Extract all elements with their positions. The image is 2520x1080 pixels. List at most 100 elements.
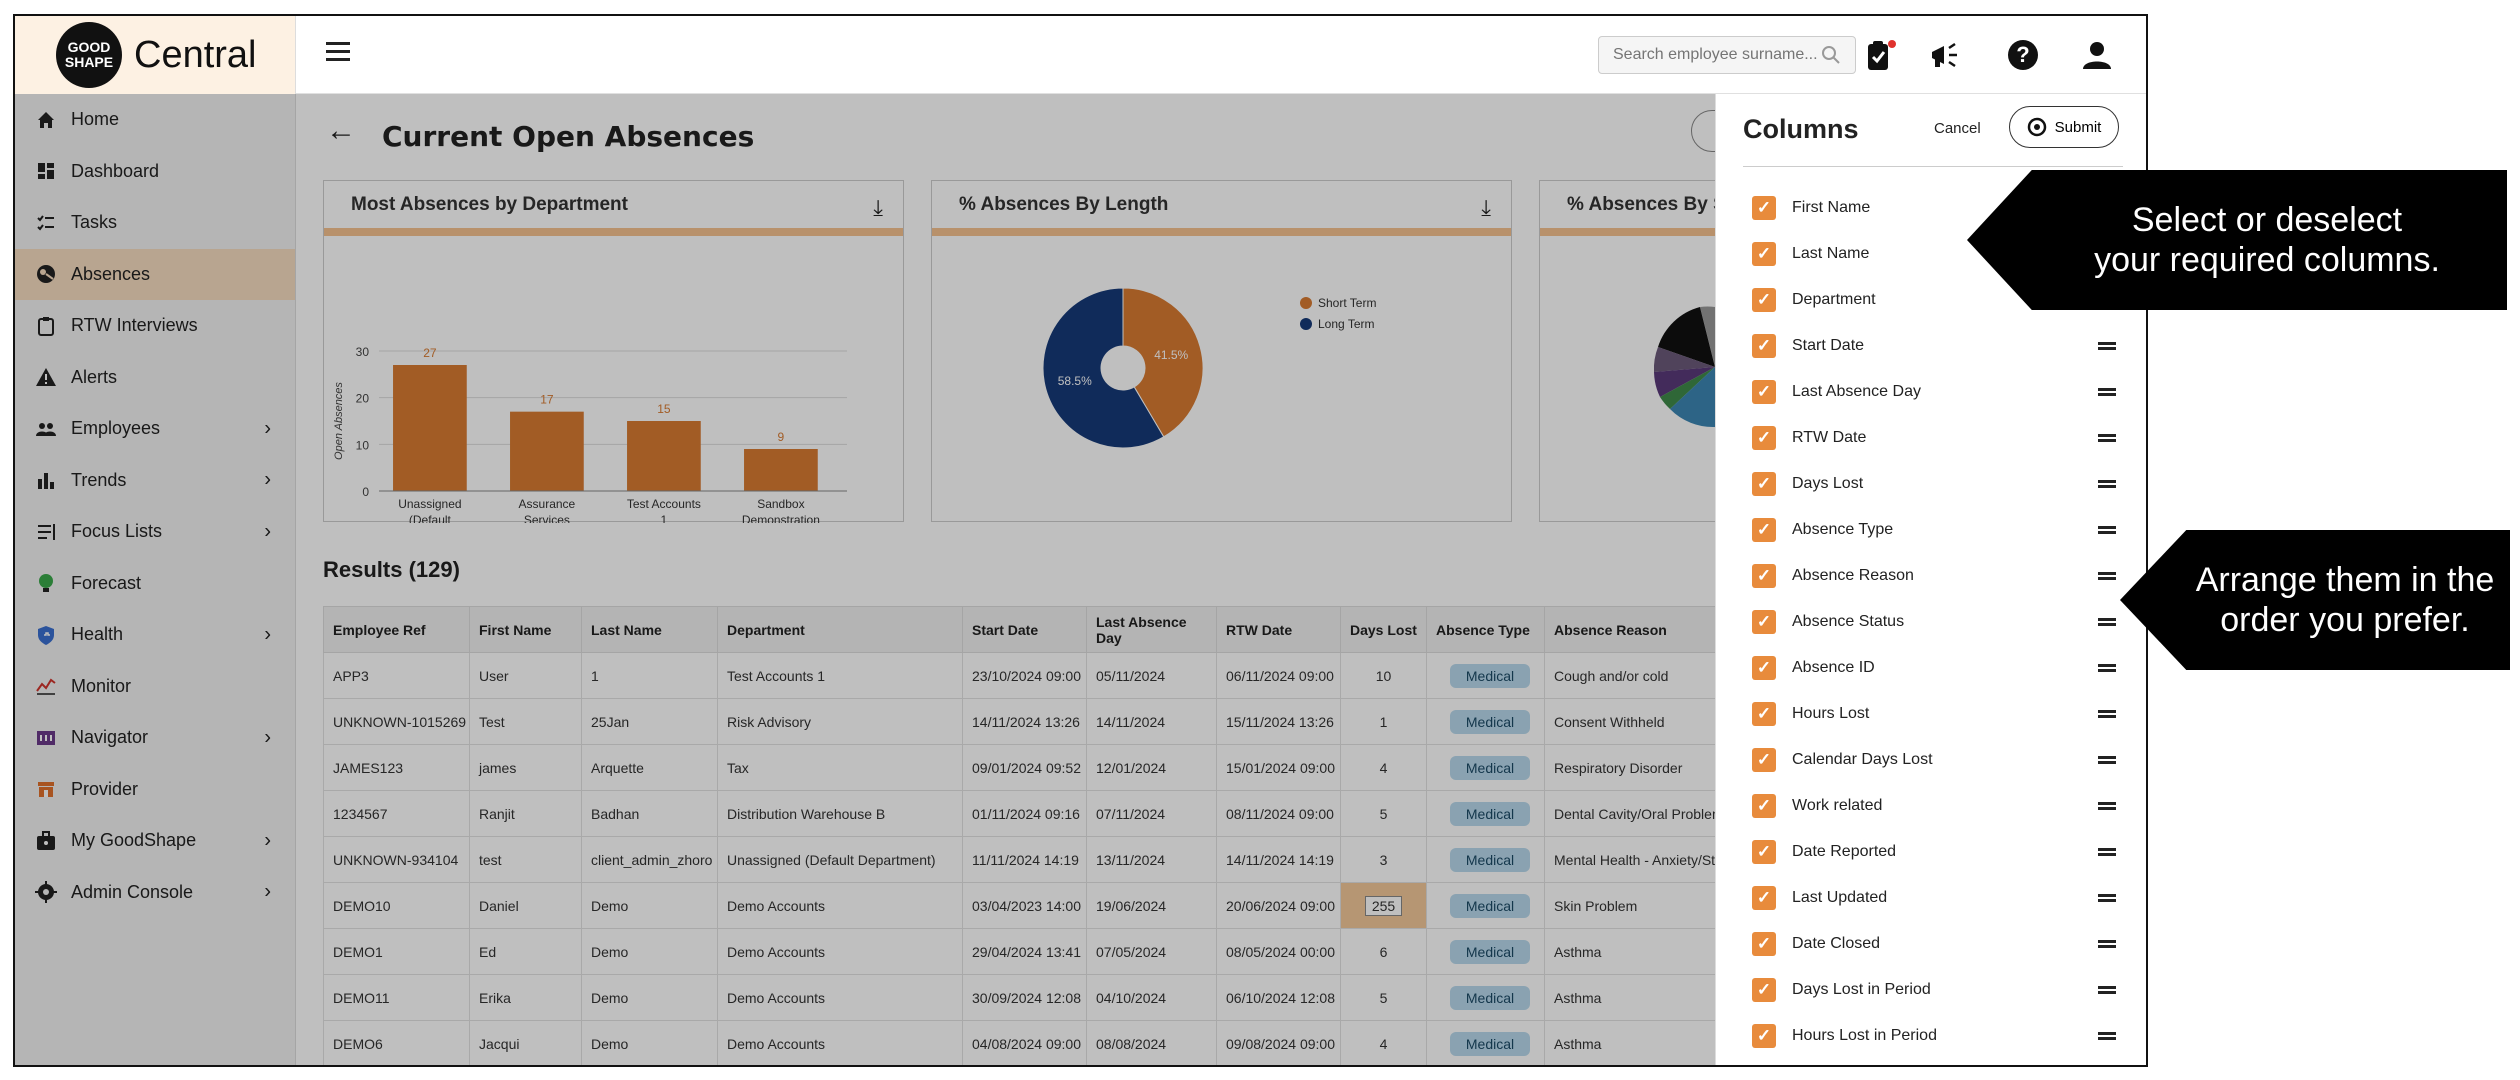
sidebar-item-dashboard[interactable]: Dashboard: [15, 146, 295, 198]
column-option[interactable]: ✓ RTW Date: [1752, 415, 2132, 461]
download-icon[interactable]: ⤓: [873, 195, 883, 220]
checkbox-checked-icon[interactable]: ✓: [1752, 380, 1776, 404]
sidebar-item-forecast[interactable]: Forecast: [15, 558, 295, 610]
sidebar-item-focus-lists[interactable]: Focus Lists ›: [15, 506, 295, 558]
drag-handle-icon[interactable]: [2098, 618, 2116, 626]
checkbox-checked-icon[interactable]: ✓: [1752, 196, 1776, 220]
column-option[interactable]: ✓ Days Lost: [1752, 461, 2132, 507]
back-arrow-icon[interactable]: ←: [326, 114, 356, 147]
checkbox-checked-icon[interactable]: ✓: [1752, 472, 1776, 496]
sidebar-item-navigator[interactable]: Navigator ›: [15, 712, 295, 764]
drag-handle-icon[interactable]: [2098, 802, 2116, 810]
checkbox-checked-icon[interactable]: ✓: [1752, 610, 1776, 634]
column-header[interactable]: Days Lost: [1340, 606, 1427, 653]
drag-handle-icon[interactable]: [2098, 664, 2116, 672]
column-option[interactable]: ✓ Absence Reason: [1752, 553, 2132, 599]
column-option[interactable]: ✓ Absence Type: [1752, 507, 2132, 553]
column-option[interactable]: ✓ Hours Lost: [1752, 691, 2132, 737]
drag-handle-icon[interactable]: [2098, 894, 2116, 902]
user-profile-icon[interactable]: [2078, 36, 2116, 74]
table-row[interactable]: UNKNOWN-934104 test client_admin_zhoro Unas…: [323, 836, 1725, 883]
drag-handle-icon[interactable]: [2098, 342, 2116, 350]
drag-handle-icon[interactable]: [2098, 526, 2116, 534]
checkbox-checked-icon[interactable]: ✓: [1752, 702, 1776, 726]
checkbox-checked-icon[interactable]: ✓: [1752, 288, 1776, 312]
column-option[interactable]: ✓ Last Absence Day: [1752, 369, 2132, 415]
logo[interactable]: GOOD SHAPE Central: [15, 16, 295, 94]
download-icon[interactable]: ⤓: [1481, 195, 1491, 220]
column-option[interactable]: ✓ Department: [1752, 277, 2132, 323]
column-option[interactable]: ✓ Days Lost in Period: [1752, 967, 2132, 1013]
submit-button[interactable]: Submit: [2009, 106, 2119, 148]
sidebar-item-my-goodshape[interactable]: My GoodShape ›: [15, 815, 295, 867]
sidebar-item-absences[interactable]: Absences: [15, 248, 295, 300]
checkbox-checked-icon[interactable]: ✓: [1752, 748, 1776, 772]
column-header[interactable]: Start Date: [962, 606, 1087, 653]
drag-handle-icon[interactable]: [2098, 986, 2116, 994]
table-row[interactable]: DEMO11 Erika Demo Demo Accounts 30/09/2024 1…: [323, 974, 1725, 1021]
checkbox-checked-icon[interactable]: ✓: [1752, 794, 1776, 818]
employee-ref-link[interactable]: DEMO11: [323, 974, 470, 1021]
employee-search-input[interactable]: [1598, 36, 1856, 74]
employee-ref-link[interactable]: UNKNOWN-1015269: [323, 698, 470, 745]
table-row[interactable]: DEMO6 Jacqui Demo Demo Accounts 04/08/2024 0…: [323, 1020, 1725, 1065]
drag-handle-icon[interactable]: [2098, 388, 2116, 396]
checkbox-checked-icon[interactable]: ✓: [1752, 334, 1776, 358]
checkbox-checked-icon[interactable]: ✓: [1752, 840, 1776, 864]
column-header[interactable]: Employee Ref: [323, 606, 470, 653]
column-header[interactable]: Absence Type: [1426, 606, 1545, 653]
announcement-megaphone-icon[interactable]: [1926, 36, 1964, 74]
sidebar-item-trends[interactable]: Trends ›: [15, 455, 295, 507]
checkbox-checked-icon[interactable]: ✓: [1752, 242, 1776, 266]
column-header[interactable]: Last Name: [581, 606, 718, 653]
cancel-button[interactable]: Cancel: [1934, 120, 1981, 137]
checkbox-checked-icon[interactable]: ✓: [1752, 978, 1776, 1002]
drag-handle-icon[interactable]: [2098, 940, 2116, 948]
hamburger-menu-icon[interactable]: [326, 42, 350, 62]
column-option[interactable]: ✓ Date Closed: [1752, 921, 2132, 967]
column-option[interactable]: ✓ Absence Status: [1752, 599, 2132, 645]
sidebar-item-alerts[interactable]: Alerts: [15, 352, 295, 404]
table-row[interactable]: DEMO10 Daniel Demo Demo Accounts 03/04/2023 …: [323, 882, 1725, 929]
drag-handle-icon[interactable]: [2098, 434, 2116, 442]
column-header[interactable]: Absence Reason: [1544, 606, 1725, 653]
table-row[interactable]: JAMES123 james Arquette Tax 09/01/2024 09:52…: [323, 744, 1725, 791]
column-option[interactable]: ✓ Date Reported: [1752, 829, 2132, 875]
employee-ref-link[interactable]: DEMO10: [323, 882, 470, 929]
checkbox-checked-icon[interactable]: ✓: [1752, 1024, 1776, 1048]
column-header[interactable]: First Name: [469, 606, 582, 653]
column-option[interactable]: ✓ Absence ID: [1752, 645, 2132, 691]
sidebar-item-admin-console[interactable]: Admin Console ›: [15, 867, 295, 919]
sidebar-item-monitor[interactable]: Monitor: [15, 661, 295, 713]
employee-ref-link[interactable]: DEMO1: [323, 928, 470, 975]
drag-handle-icon[interactable]: [2098, 1032, 2116, 1040]
column-header[interactable]: Department: [717, 606, 963, 653]
column-option[interactable]: ✓ Calendar Days Lost: [1752, 737, 2132, 783]
employee-ref-link[interactable]: APP3: [323, 652, 470, 699]
column-option[interactable]: ✓ Work related: [1752, 783, 2132, 829]
column-option[interactable]: ✓ Start Date: [1752, 323, 2132, 369]
checkbox-checked-icon[interactable]: ✓: [1752, 886, 1776, 910]
task-clipboard-icon[interactable]: [1861, 36, 1899, 74]
sidebar-item-provider[interactable]: Provider: [15, 764, 295, 816]
search-icon[interactable]: [1821, 45, 1841, 65]
column-option[interactable]: ✓ Hours Lost in Period: [1752, 1013, 2132, 1059]
drag-handle-icon[interactable]: [2098, 572, 2116, 580]
column-option[interactable]: ✓ Last Name: [1752, 231, 2132, 277]
sidebar-item-employees[interactable]: Employees ›: [15, 403, 295, 455]
column-option[interactable]: ✓ Last Updated: [1752, 875, 2132, 921]
employee-ref-link[interactable]: JAMES123: [323, 744, 470, 791]
sidebar-item-home[interactable]: Home: [15, 94, 295, 146]
table-row[interactable]: UNKNOWN-1015269 Test 25Jan Risk Advisory 14/…: [323, 698, 1725, 745]
help-icon[interactable]: ?: [2004, 36, 2042, 74]
table-row[interactable]: DEMO1 Ed Demo Demo Accounts 29/04/2024 13:41…: [323, 928, 1725, 975]
sidebar-item-health[interactable]: Health ›: [15, 609, 295, 661]
column-header[interactable]: RTW Date: [1216, 606, 1341, 653]
column-header[interactable]: Last Absence Day: [1086, 606, 1217, 653]
table-row[interactable]: APP3 User 1 Test Accounts 1 23/10/2024 09:00…: [323, 652, 1725, 699]
drag-handle-icon[interactable]: [2098, 756, 2116, 764]
employee-ref-link[interactable]: UNKNOWN-934104: [323, 836, 470, 883]
checkbox-checked-icon[interactable]: ✓: [1752, 564, 1776, 588]
sidebar-item-rtw-interviews[interactable]: RTW Interviews: [15, 300, 295, 352]
checkbox-checked-icon[interactable]: ✓: [1752, 518, 1776, 542]
